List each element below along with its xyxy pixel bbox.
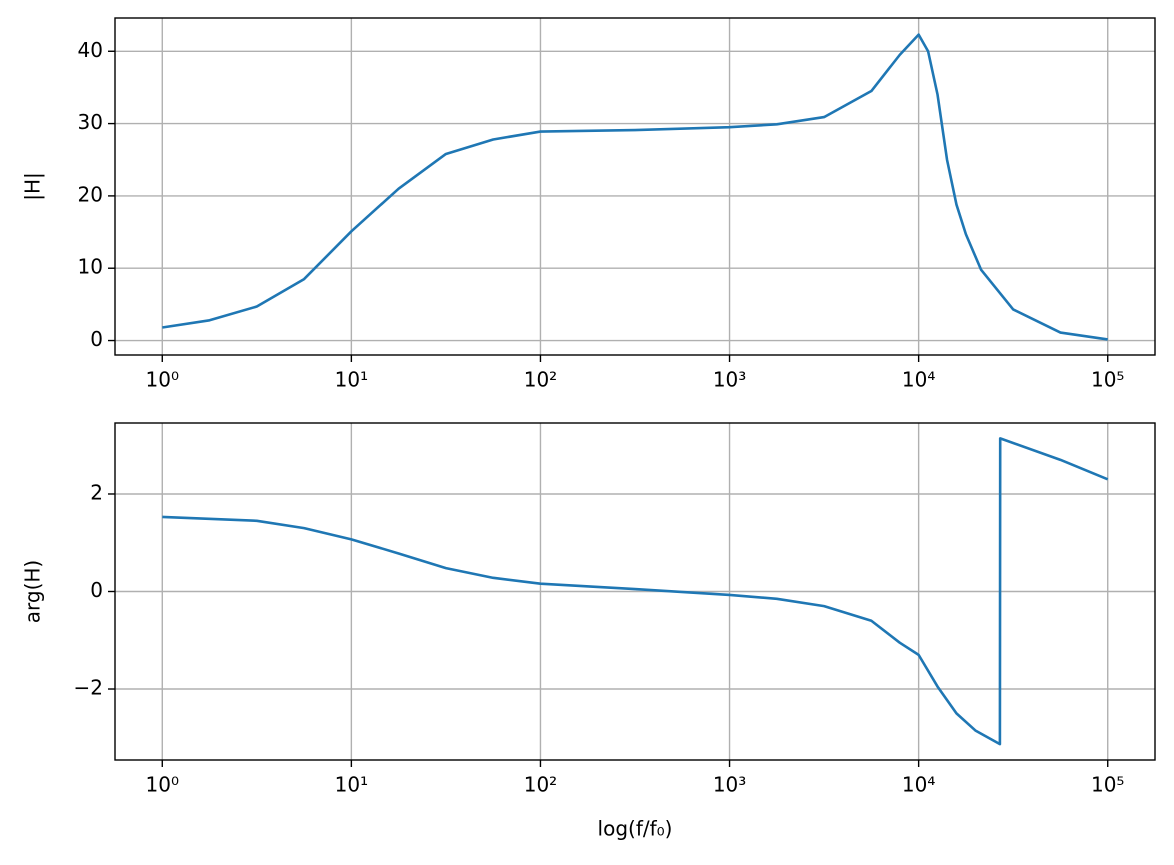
x-axis-label: log(f/f₀) (598, 817, 673, 841)
y-tick-label: 10 (78, 255, 103, 279)
y-axis-label: |H| (21, 172, 45, 201)
x-tick-label: 10² (524, 368, 557, 392)
x-tick-label: 10¹ (335, 368, 368, 392)
x-tick-label: 10³ (713, 368, 746, 392)
x-tick-label: 10³ (713, 773, 746, 797)
x-tick-label: 10⁵ (1091, 368, 1124, 392)
y-tick-label: 40 (78, 38, 103, 62)
y-tick-label: 0 (90, 327, 103, 351)
x-tick-label: 10⁵ (1091, 773, 1124, 797)
data-line (162, 437, 1109, 746)
x-tick-label: 10⁴ (902, 773, 935, 797)
data-line (162, 33, 1108, 341)
x-tick-label: 10⁰ (146, 368, 179, 392)
x-tick-label: 10¹ (335, 773, 368, 797)
y-tick-label: 0 (90, 578, 103, 602)
x-tick-label: 10⁴ (902, 368, 935, 392)
y-tick-label: 20 (78, 182, 103, 206)
y-tick-label: 30 (78, 110, 103, 134)
y-tick-label: −2 (74, 676, 103, 700)
axes-frame (114, 17, 1156, 356)
x-tick-label: 10⁰ (146, 773, 179, 797)
y-tick-label: 2 (90, 480, 103, 504)
y-axis-label: arg(H) (21, 560, 45, 623)
x-tick-label: 10² (524, 773, 557, 797)
axes-frame (114, 422, 1156, 761)
